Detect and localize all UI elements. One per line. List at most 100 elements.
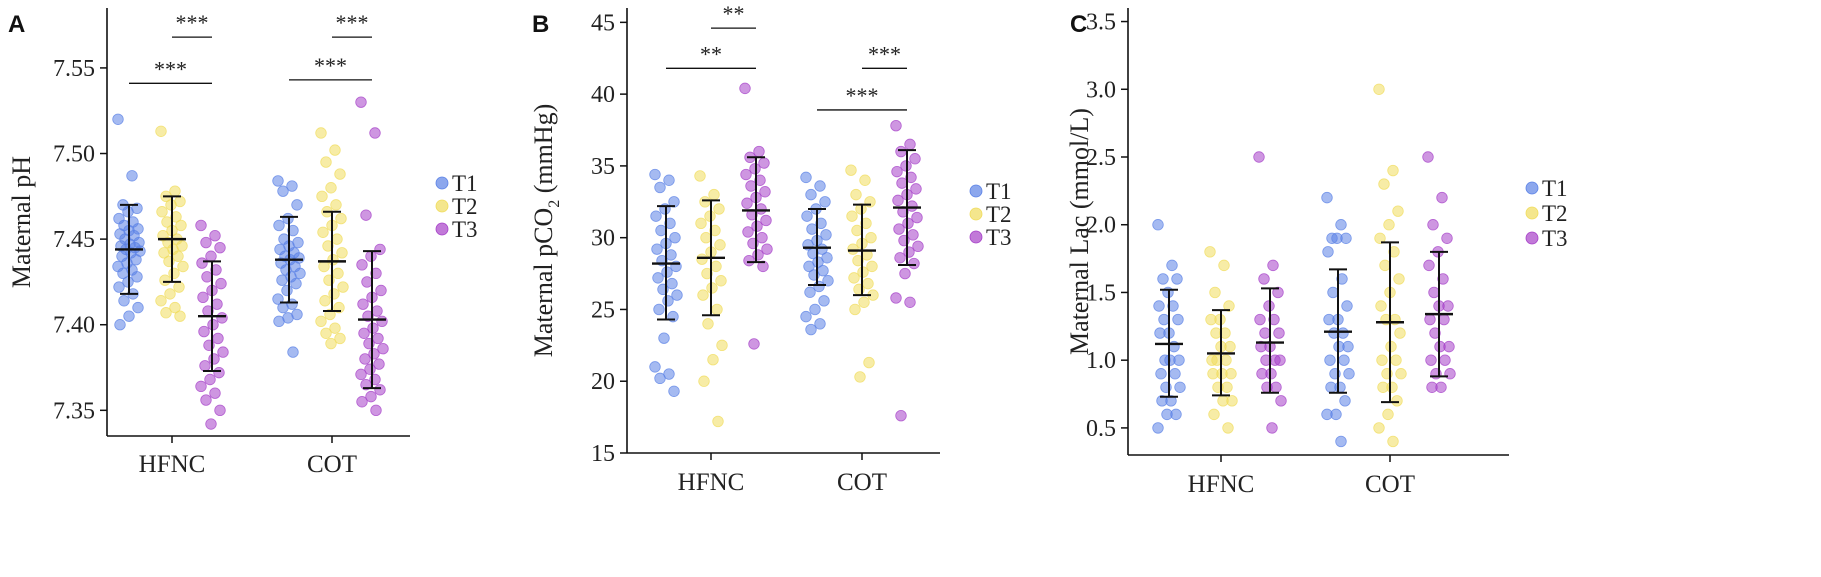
data-point-t2 xyxy=(1388,246,1400,258)
y-tick-label: 45 xyxy=(591,10,615,36)
significance-label: *** xyxy=(176,10,209,35)
significance-label: *** xyxy=(336,10,369,35)
data-point-t2 xyxy=(845,164,857,176)
data-point-t2 xyxy=(698,375,710,387)
x-tick-label: COT xyxy=(307,451,357,478)
data-point-t2 xyxy=(170,211,182,223)
data-point-t3 xyxy=(199,360,211,372)
data-point-t3 xyxy=(369,127,381,139)
data-point-t1 xyxy=(800,310,812,323)
x-tick-label: COT xyxy=(837,469,887,496)
data-point-t2 xyxy=(317,226,329,238)
data-point-t2 xyxy=(334,168,346,180)
data-point-t2 xyxy=(852,254,864,267)
data-point-t2 xyxy=(851,224,863,237)
data-point-t1 xyxy=(653,303,665,316)
data-point-t2 xyxy=(1378,178,1390,190)
data-point-t2 xyxy=(325,182,337,194)
data-point-t1 xyxy=(114,319,126,331)
data-point-t2 xyxy=(164,288,176,300)
legend-marker-t3 xyxy=(969,230,983,244)
data-point-t2 xyxy=(847,243,859,255)
data-point-t3 xyxy=(205,250,217,262)
data-point-t1 xyxy=(1335,219,1347,231)
data-point-t3 xyxy=(1422,151,1434,163)
data-point-t1 xyxy=(1321,408,1333,421)
y-tick-label: 35 xyxy=(591,154,615,180)
data-point-t3 xyxy=(1273,327,1285,339)
data-point-t1 xyxy=(287,224,299,237)
data-point-t3 xyxy=(370,267,382,280)
data-point-t2 xyxy=(863,356,875,369)
data-point-t1 xyxy=(1335,435,1347,448)
data-point-t1 xyxy=(650,210,662,222)
data-point-t3 xyxy=(1275,395,1287,407)
data-point-t1 xyxy=(1153,300,1165,312)
legend-marker-t2 xyxy=(1525,206,1539,220)
data-point-t3 xyxy=(759,186,771,198)
data-point-t2 xyxy=(1387,435,1399,448)
data-point-t3 xyxy=(210,264,222,276)
data-point-t2 xyxy=(173,281,185,293)
data-point-t2 xyxy=(865,231,877,244)
y-tick-label: 15 xyxy=(591,441,615,467)
data-point-t2 xyxy=(315,315,327,327)
significance-label: *** xyxy=(846,83,879,108)
data-point-t3 xyxy=(213,366,225,379)
data-point-t2 xyxy=(1374,232,1386,244)
data-point-t3 xyxy=(740,168,752,181)
data-point-t2 xyxy=(334,332,346,345)
y-axis-label: Maternal Lac (mmol/L) xyxy=(1065,108,1094,355)
data-point-t3 xyxy=(355,96,367,108)
data-point-t1 xyxy=(1157,273,1169,285)
legend-marker-t2 xyxy=(435,199,449,213)
data-point-t3 xyxy=(205,418,217,430)
data-point-t1 xyxy=(801,210,813,222)
significance-label: ** xyxy=(723,1,745,26)
data-point-t2 xyxy=(1394,327,1406,339)
data-point-t2 xyxy=(177,260,189,273)
x-tick-label: HFNC xyxy=(1188,471,1255,498)
data-point-t2 xyxy=(1382,408,1394,421)
data-point-t2 xyxy=(709,224,721,237)
data-point-t3 xyxy=(217,346,229,358)
legend-label-t2: T2 xyxy=(986,202,1012,227)
data-point-t3 xyxy=(195,219,207,232)
data-point-t1 xyxy=(1156,395,1168,407)
data-point-t3 xyxy=(899,267,911,280)
data-point-t2 xyxy=(1373,83,1385,95)
data-point-t2 xyxy=(315,127,327,139)
data-point-t1 xyxy=(809,303,821,316)
data-point-t2 xyxy=(1395,368,1407,380)
data-point-t3 xyxy=(1267,259,1279,272)
data-point-t2 xyxy=(1209,286,1221,299)
data-point-t2 xyxy=(712,415,724,428)
data-point-t1 xyxy=(649,361,661,373)
data-point-t3 xyxy=(216,312,228,324)
data-point-t1 xyxy=(1154,327,1166,339)
data-point-t1 xyxy=(132,301,144,314)
significance-label: *** xyxy=(154,56,187,81)
y-tick-label: 7.50 xyxy=(53,142,95,168)
data-point-t1 xyxy=(1323,313,1335,326)
data-point-t2 xyxy=(846,210,858,222)
data-point-t3 xyxy=(912,240,924,252)
data-point-t1 xyxy=(1331,232,1343,244)
data-point-t1 xyxy=(814,180,826,192)
data-point-t2 xyxy=(1376,354,1388,366)
y-axis-label: Maternal pCO2 (mmHg) xyxy=(529,104,563,358)
y-tick-label: 0.5 xyxy=(1086,416,1116,442)
data-point-t1 xyxy=(803,260,815,273)
data-point-t1 xyxy=(113,281,125,293)
data-point-t1 xyxy=(1328,327,1340,339)
significance-label: *** xyxy=(314,53,347,78)
data-point-t1 xyxy=(1324,354,1336,366)
data-point-t2 xyxy=(332,267,344,280)
legend-marker-t3 xyxy=(1525,231,1539,245)
data-point-t1 xyxy=(273,219,285,232)
data-point-t1 xyxy=(1321,191,1333,204)
y-tick-label: 40 xyxy=(591,82,615,108)
data-point-t3 xyxy=(1441,232,1453,244)
y-tick-label: 30 xyxy=(591,226,615,252)
data-point-t1 xyxy=(804,286,816,298)
